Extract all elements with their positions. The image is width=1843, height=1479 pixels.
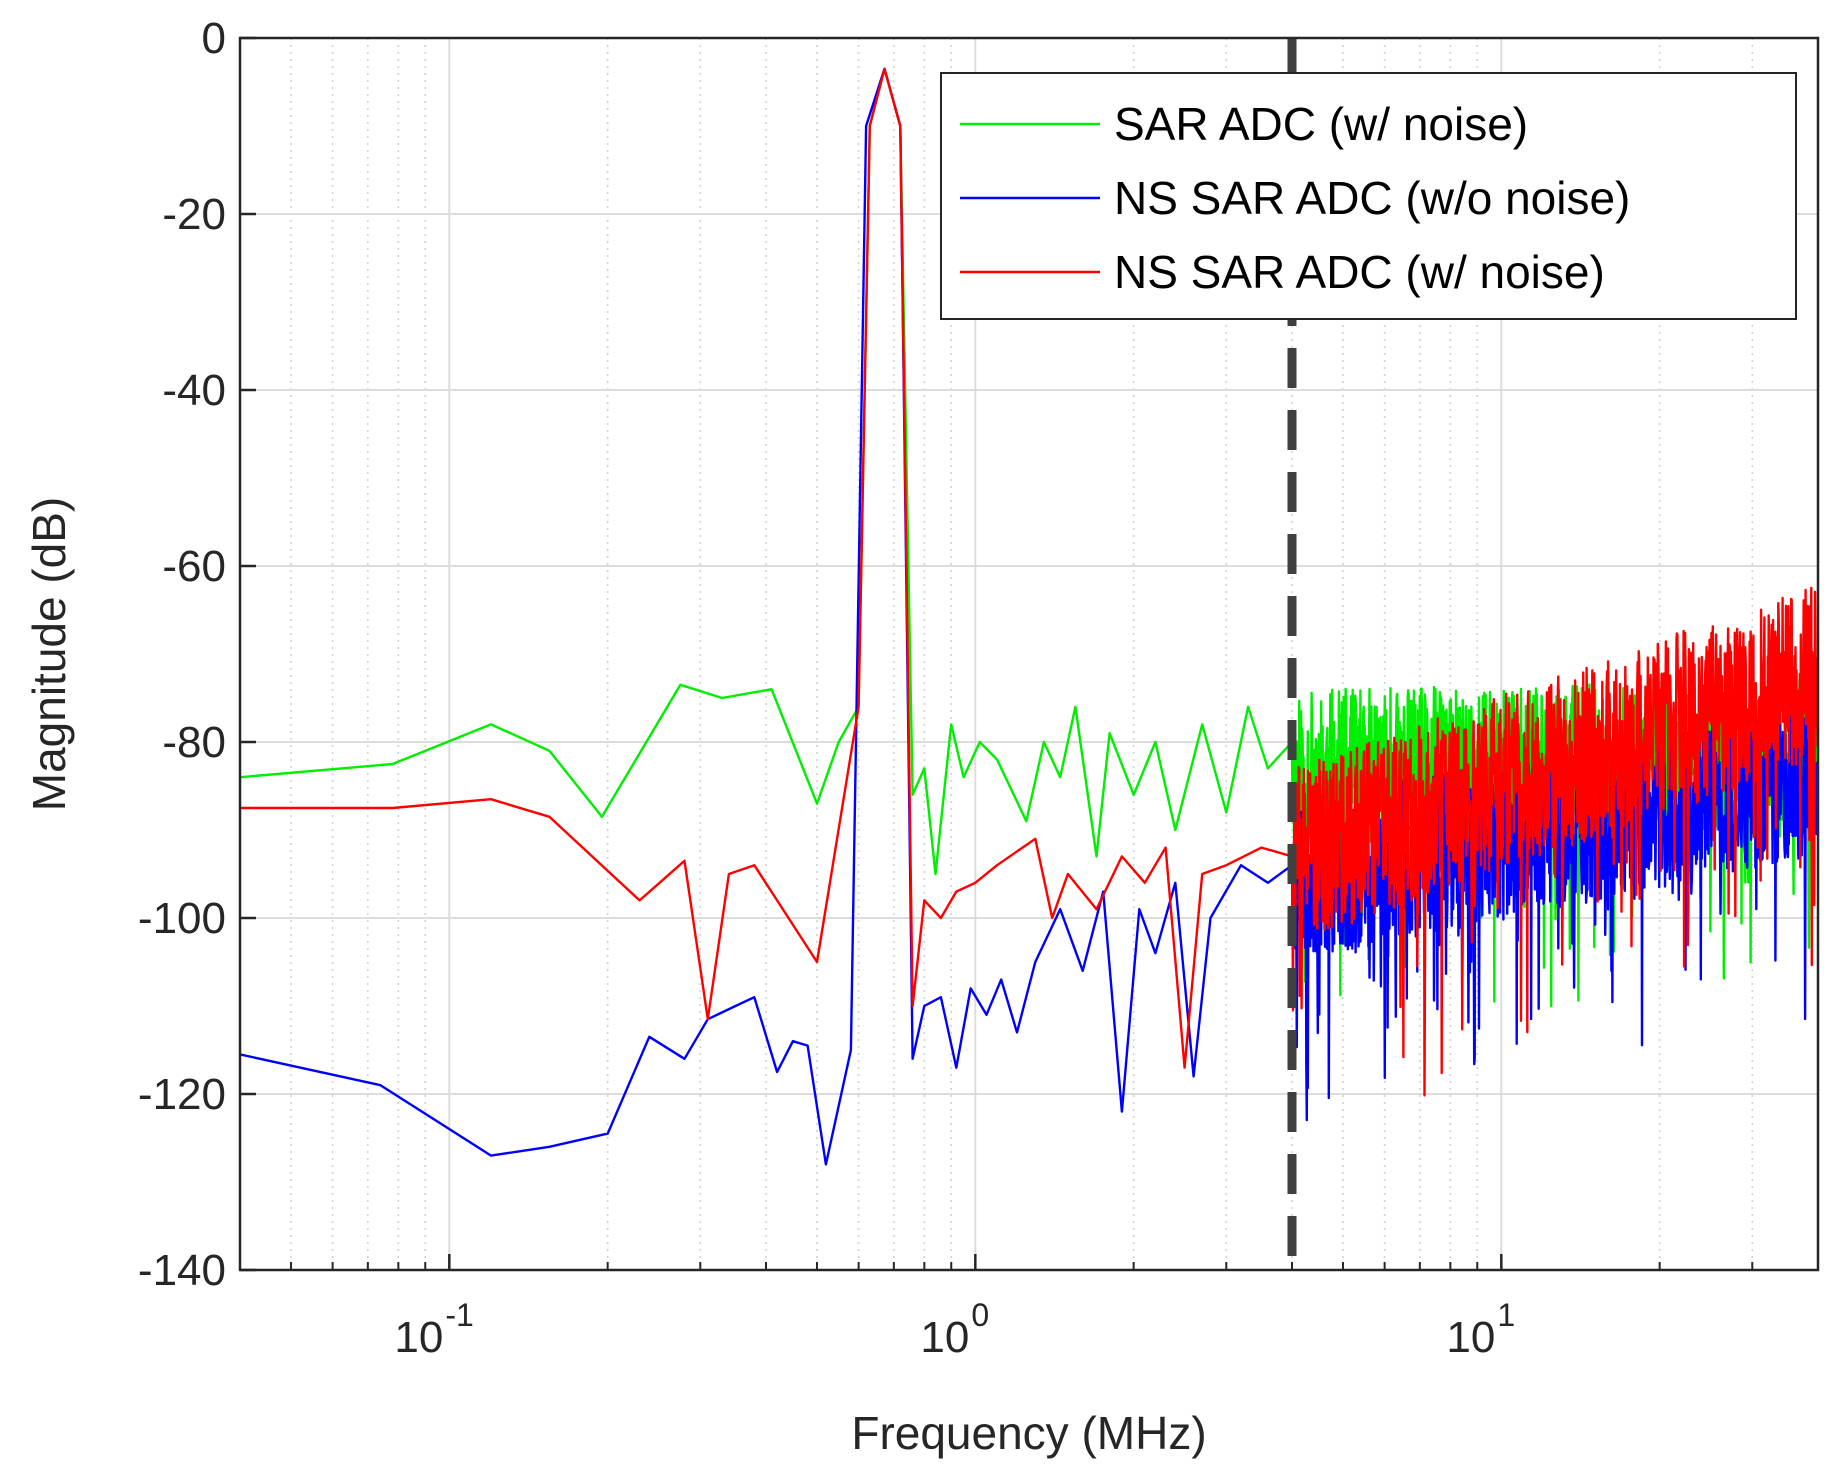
x-tick-label-base: 10: [394, 1313, 443, 1362]
legend: SAR ADC (w/ noise) NS SAR ADC (w/o noise)…: [940, 72, 1797, 320]
y-tick-label: 0: [202, 14, 226, 63]
x-tick-label: 10 0: [920, 1297, 989, 1362]
y-tick-labels: 0 -20 -40 -60 -80 -100 -120 -140: [138, 14, 226, 1295]
y-tick-label: -80: [162, 718, 226, 767]
y-tick-label: -100: [138, 894, 226, 943]
x-axis-label: Frequency (MHz): [851, 1407, 1206, 1459]
y-tick-label: -140: [138, 1246, 226, 1295]
y-tick-label: -20: [162, 190, 226, 239]
x-tick-label: 10 -1: [394, 1297, 473, 1362]
legend-label-3: NS SAR ADC (w/ noise): [1114, 246, 1605, 298]
y-tick-label: -120: [138, 1070, 226, 1119]
x-tick-label-base: 10: [920, 1313, 969, 1362]
ticks: [239, 36, 1819, 1272]
legend-label-1: SAR ADC (w/ noise): [1114, 98, 1528, 150]
y-tick-label: -40: [162, 366, 226, 415]
x-tick-label-base: 10: [1446, 1313, 1495, 1362]
y-axis-label: Magnitude (dB): [23, 497, 75, 812]
y-tick-label: -60: [162, 542, 226, 591]
legend-label-2: NS SAR ADC (w/o noise): [1114, 172, 1630, 224]
axes-box: [238, 36, 1820, 1272]
series-layer: [240, 67, 1818, 1166]
legend-box: [940, 72, 1797, 320]
x-tick-label-exponent: 1: [1497, 1297, 1515, 1333]
x-tick-label: 10 1: [1446, 1297, 1515, 1362]
x-tick-label-exponent: 0: [971, 1297, 989, 1333]
series-line-3: [240, 67, 1818, 1097]
x-tick-label-exponent: -1: [445, 1297, 473, 1333]
x-tick-labels: 10 -1 10 0 10 1: [394, 1297, 1515, 1362]
